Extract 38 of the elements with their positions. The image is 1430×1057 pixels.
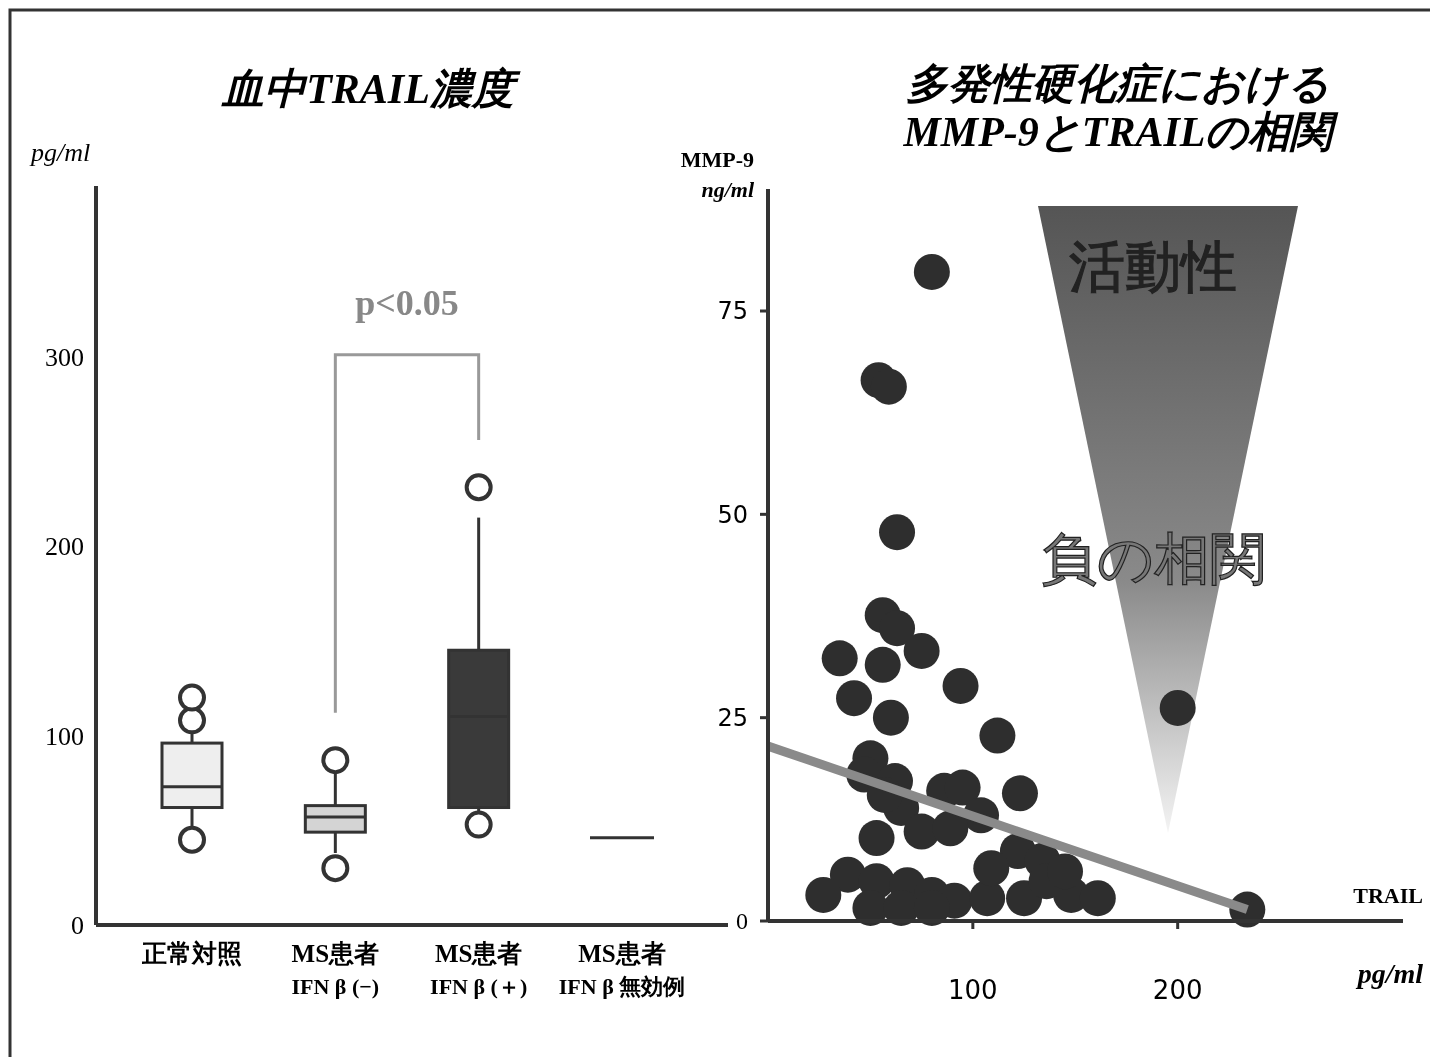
point: [903, 632, 940, 669]
point: [969, 880, 1006, 917]
point: [805, 876, 842, 913]
point: [836, 680, 873, 717]
y-tick-label: 300: [45, 342, 84, 372]
point: [979, 717, 1016, 754]
y-tick-label: 50: [717, 500, 748, 529]
point: [932, 810, 969, 847]
text: TRAIL pg/ml: [1353, 883, 1423, 989]
y-axis-title: MMP-9 ng/ml: [680, 147, 755, 202]
y-tick-label: 100: [45, 721, 84, 751]
y-tick-label: 0: [736, 908, 748, 935]
point: [913, 253, 950, 290]
x-tick-label: 200: [1152, 975, 1203, 1005]
x-tick-label: MS患者 IFN β 無効例: [558, 940, 686, 999]
point: [872, 699, 909, 736]
chart-title: 多発性硬化症における MMP-9とTRAILの相関: [902, 61, 1340, 155]
point: [1001, 775, 1038, 812]
point: [821, 640, 858, 677]
point: [879, 610, 916, 647]
y-tick-label: 25: [717, 704, 748, 733]
point: [858, 820, 895, 857]
x-tick-label: MS患者 IFN β (＋): [430, 940, 528, 999]
x-tick-label: 正常対照: [141, 940, 242, 967]
point: [864, 646, 901, 683]
y-axis-title: pg/ml: [29, 138, 91, 167]
point: [973, 850, 1010, 887]
chart-title: 血中TRAIL濃度: [221, 66, 521, 112]
x-tick-label: 100: [948, 975, 998, 1005]
y-tick-label: 200: [45, 532, 84, 562]
y-tick-label: 0: [71, 911, 84, 941]
point: [879, 514, 916, 551]
y-tick-label: 75: [717, 297, 748, 326]
point: [942, 667, 979, 704]
x-tick-label: MS患者 IFN β (−): [291, 940, 380, 999]
annotation: p<0.05: [355, 282, 459, 323]
point: [1159, 689, 1196, 726]
annotation: 活動性: [1069, 234, 1237, 299]
